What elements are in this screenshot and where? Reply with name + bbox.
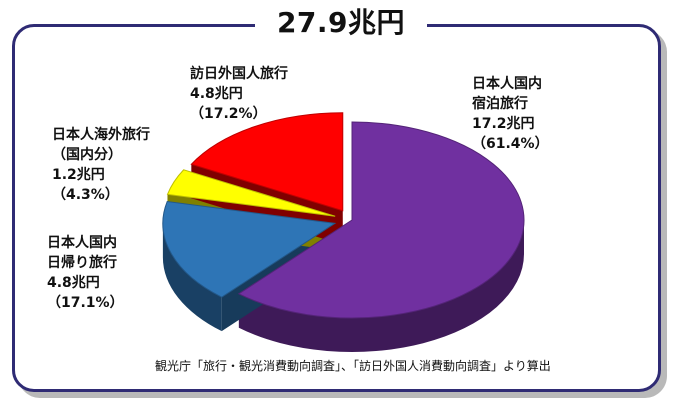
domestic-overnight-name-line-2: 宿泊旅行 — [472, 96, 528, 112]
overseas-name-line-1: 日本人海外旅行 — [52, 127, 150, 143]
domestic_day-slice-side — [162, 223, 222, 332]
domestic-day-value-label: 4.8兆円 — [47, 275, 100, 291]
domestic-day-name-line-2: 日帰り旅行 — [47, 255, 117, 271]
domestic-overnight-label: 日本人国内 宿泊旅行 17.2兆円 （61.4%） — [472, 74, 549, 154]
inbound-name-line-1: 訪日外国人旅行 — [190, 66, 288, 82]
overseas-value-label: 1.2兆円 — [52, 167, 105, 183]
domestic-overnight-percent-label: （61.4%） — [472, 136, 549, 152]
inbound-label: 訪日外国人旅行 4.8兆円 （17.2%） — [190, 64, 288, 124]
domestic_day-slice — [162, 200, 337, 298]
overseas-percent-label: （4.3%） — [52, 187, 119, 203]
overseas-domestic-part-label: 日本人海外旅行 （国内分） 1.2兆円 （4.3%） — [52, 125, 150, 205]
chart-title: 27.9兆円 — [276, 6, 406, 39]
domestic-overnight-name-line-1: 日本人国内 — [472, 76, 542, 92]
overseas_domestic_part-slice — [166, 169, 336, 217]
domestic_overnight-slice-side — [238, 220, 524, 352]
domestic_overnight-slice — [237, 121, 525, 319]
domestic-day-name-line-1: 日本人国内 — [47, 235, 117, 251]
inbound-value-label: 4.8兆円 — [190, 86, 243, 102]
source-note: 観光庁「旅行・観光消費動向調査」、「訪日外国人消費動向調査」より算出 — [155, 359, 551, 373]
domestic-overnight-value-label: 17.2兆円 — [472, 116, 535, 132]
title-box: 27.9兆円 — [255, 2, 427, 40]
inbound-slice — [190, 112, 344, 212]
domestic-day-label: 日本人国内 日帰り旅行 4.8兆円 （17.1%） — [47, 233, 124, 313]
overseas-name-line-2: （国内分） — [52, 147, 122, 163]
domestic-day-percent-label: （17.1%） — [47, 295, 124, 311]
inbound-percent-label: （17.2%） — [190, 106, 267, 122]
